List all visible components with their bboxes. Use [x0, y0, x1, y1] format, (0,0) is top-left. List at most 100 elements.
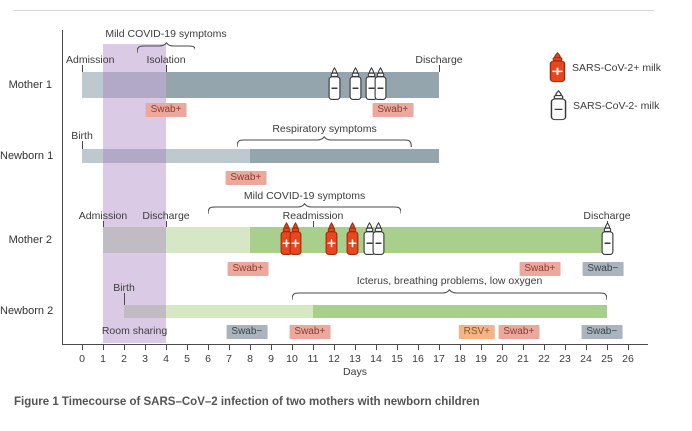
test-result-badge: Swab− — [582, 262, 624, 276]
event-tick — [166, 221, 167, 227]
test-result-badge: Swab+ — [289, 325, 331, 339]
event-label: Admission — [78, 210, 128, 222]
event-tick — [124, 293, 125, 305]
event-label: Discharge — [415, 54, 463, 66]
test-result-badge: RSV+ — [458, 325, 495, 339]
figure-caption: Figure 1 Timecourse of SARS–CoV–2 infect… — [14, 396, 480, 408]
milk-bottle-negative-icon — [372, 221, 385, 256]
axis-tick-label: 19 — [475, 353, 487, 365]
timeline-bar-segment — [82, 149, 250, 163]
milk-bottle-positive-icon — [325, 221, 338, 256]
test-result-badge: Swab+ — [498, 325, 540, 339]
timeline-bar-segment — [250, 227, 607, 253]
axis-tick-label: 24 — [580, 353, 592, 365]
milk-bottle-negative-icon — [550, 90, 567, 121]
test-result-badge: Swab− — [226, 325, 268, 339]
timeline-bar-segment — [250, 149, 439, 163]
symptom-brace-label: Respiratory symptoms — [272, 123, 377, 135]
axis-tick — [523, 344, 524, 350]
symptom-brace-label: Icterus, breathing problems, low oxygen — [356, 275, 543, 287]
event-label: Isolation — [146, 54, 186, 66]
axis-tick — [628, 344, 629, 350]
room-sharing-label: Room sharing — [101, 325, 168, 337]
milk-bottle-negative-icon — [349, 66, 362, 101]
axis-tick-label: 12 — [328, 353, 340, 365]
axis-tick — [565, 344, 566, 350]
event-tick — [82, 141, 83, 149]
axis-tick — [229, 344, 230, 350]
axis-tick — [334, 344, 335, 350]
axis-tick — [502, 344, 503, 350]
axis-tick — [103, 344, 104, 350]
axis-tick — [292, 344, 293, 350]
axis-tick-label: 6 — [205, 353, 211, 365]
axis-tick-label: 3 — [142, 353, 148, 365]
axis-tick-label: 26 — [622, 353, 634, 365]
symptom-brace-label: Mild COVID-19 symptoms — [243, 190, 366, 202]
axis-tick-label: 8 — [247, 353, 253, 365]
x-axis-title: Days — [343, 366, 367, 378]
axis-tick — [481, 344, 482, 350]
event-tick — [313, 221, 314, 227]
milk-bottle-positive-icon — [289, 221, 302, 256]
axis-tick — [376, 344, 377, 350]
symptom-brace-label: Mild COVID-19 symptoms — [105, 28, 227, 40]
axis-tick — [586, 344, 587, 350]
symptom-brace — [237, 136, 412, 147]
test-result-badge: Swab+ — [225, 171, 267, 185]
top-divider — [13, 10, 654, 11]
axis-tick-label: 2 — [121, 353, 127, 365]
timeline-bar-segment — [313, 305, 607, 318]
axis-tick — [166, 344, 167, 350]
axis-tick — [439, 344, 440, 350]
axis-tick — [271, 344, 272, 350]
event-label: Birth — [71, 130, 93, 142]
axis-tick-label: 7 — [226, 353, 232, 365]
axis-tick — [124, 344, 125, 350]
axis-tick-label: 15 — [391, 353, 403, 365]
axis-tick-label: 0 — [79, 353, 85, 365]
axis-tick — [82, 344, 83, 350]
symptom-brace — [208, 203, 402, 214]
axis-tick-label: 10 — [286, 353, 298, 365]
milk-bottle-positive-icon — [346, 221, 359, 256]
axis-tick-label: 23 — [559, 353, 571, 365]
row-label: Mother 1 — [8, 79, 52, 91]
legend-item-negative-milk: SARS-CoV-2- milk — [550, 90, 659, 121]
axis-tick — [208, 344, 209, 350]
axis-tick — [250, 344, 251, 350]
timeline-bar-segment — [82, 72, 166, 98]
axis-tick-label: 13 — [349, 353, 361, 365]
axis-tick — [418, 344, 419, 350]
event-label: Birth — [113, 282, 135, 294]
axis-tick-label: 1 — [100, 353, 106, 365]
event-label: Discharge — [583, 210, 631, 222]
axis-tick-label: 25 — [601, 353, 613, 365]
legend-item-positive-milk: SARS-CoV-2+ milk — [549, 52, 661, 83]
milk-bottle-positive-icon — [549, 52, 566, 83]
test-result-badge: Swab+ — [519, 262, 561, 276]
test-result-badge: Swab+ — [227, 262, 269, 276]
axis-tick-label: 4 — [163, 353, 169, 365]
axis-tick-label: 5 — [184, 353, 190, 365]
axis-tick — [313, 344, 314, 350]
row-label: Newborn 1 — [0, 150, 54, 162]
axis-tick — [460, 344, 461, 350]
symptom-brace — [292, 289, 607, 300]
axis-tick-label: 17 — [433, 353, 445, 365]
axis-tick-label: 21 — [517, 353, 529, 365]
milk-bottle-negative-icon — [601, 221, 614, 256]
axis-tick — [607, 344, 608, 350]
axis-tick — [355, 344, 356, 350]
axis-tick — [145, 344, 146, 350]
axis-tick-label: 14 — [370, 353, 382, 365]
timeline-bar-segment — [166, 72, 439, 98]
milk-bottle-negative-icon — [374, 66, 387, 101]
event-label: Readmission — [282, 210, 344, 222]
axis-tick — [187, 344, 188, 350]
test-result-badge: Swab+ — [145, 103, 187, 117]
axis-tick-label: 20 — [496, 353, 508, 365]
event-label: Admission — [66, 54, 115, 66]
